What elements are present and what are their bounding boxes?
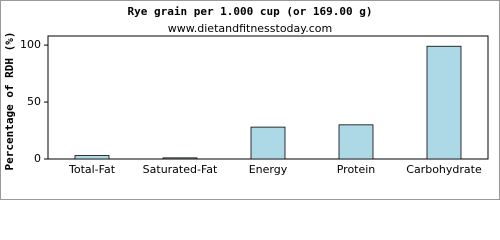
x-tick-label: Carbohydrate (406, 163, 482, 176)
bar (250, 126, 286, 160)
y-axis-label: Percentage of RDH (%) (3, 31, 16, 170)
bar (338, 124, 374, 160)
y-tick-label: 0 (34, 152, 41, 165)
y-tick-label: 50 (27, 95, 41, 108)
chart-title: Rye grain per 1.000 cup (or 169.00 g) (127, 5, 372, 18)
chart: Rye grain per 1.000 cup (or 169.00 g) ww… (0, 0, 500, 200)
x-tick-label: Saturated-Fat (143, 163, 218, 176)
x-tick-label: Energy (249, 163, 288, 176)
chart-border (0, 0, 500, 200)
bar (426, 45, 462, 160)
x-tick-label: Total-Fat (68, 163, 116, 176)
chart-subtitle: www.dietandfitnesstoday.com (168, 22, 332, 35)
y-tick-label: 100 (20, 38, 41, 51)
x-tick-label: Protein (337, 163, 376, 176)
bar (74, 155, 110, 160)
bar (162, 157, 198, 160)
